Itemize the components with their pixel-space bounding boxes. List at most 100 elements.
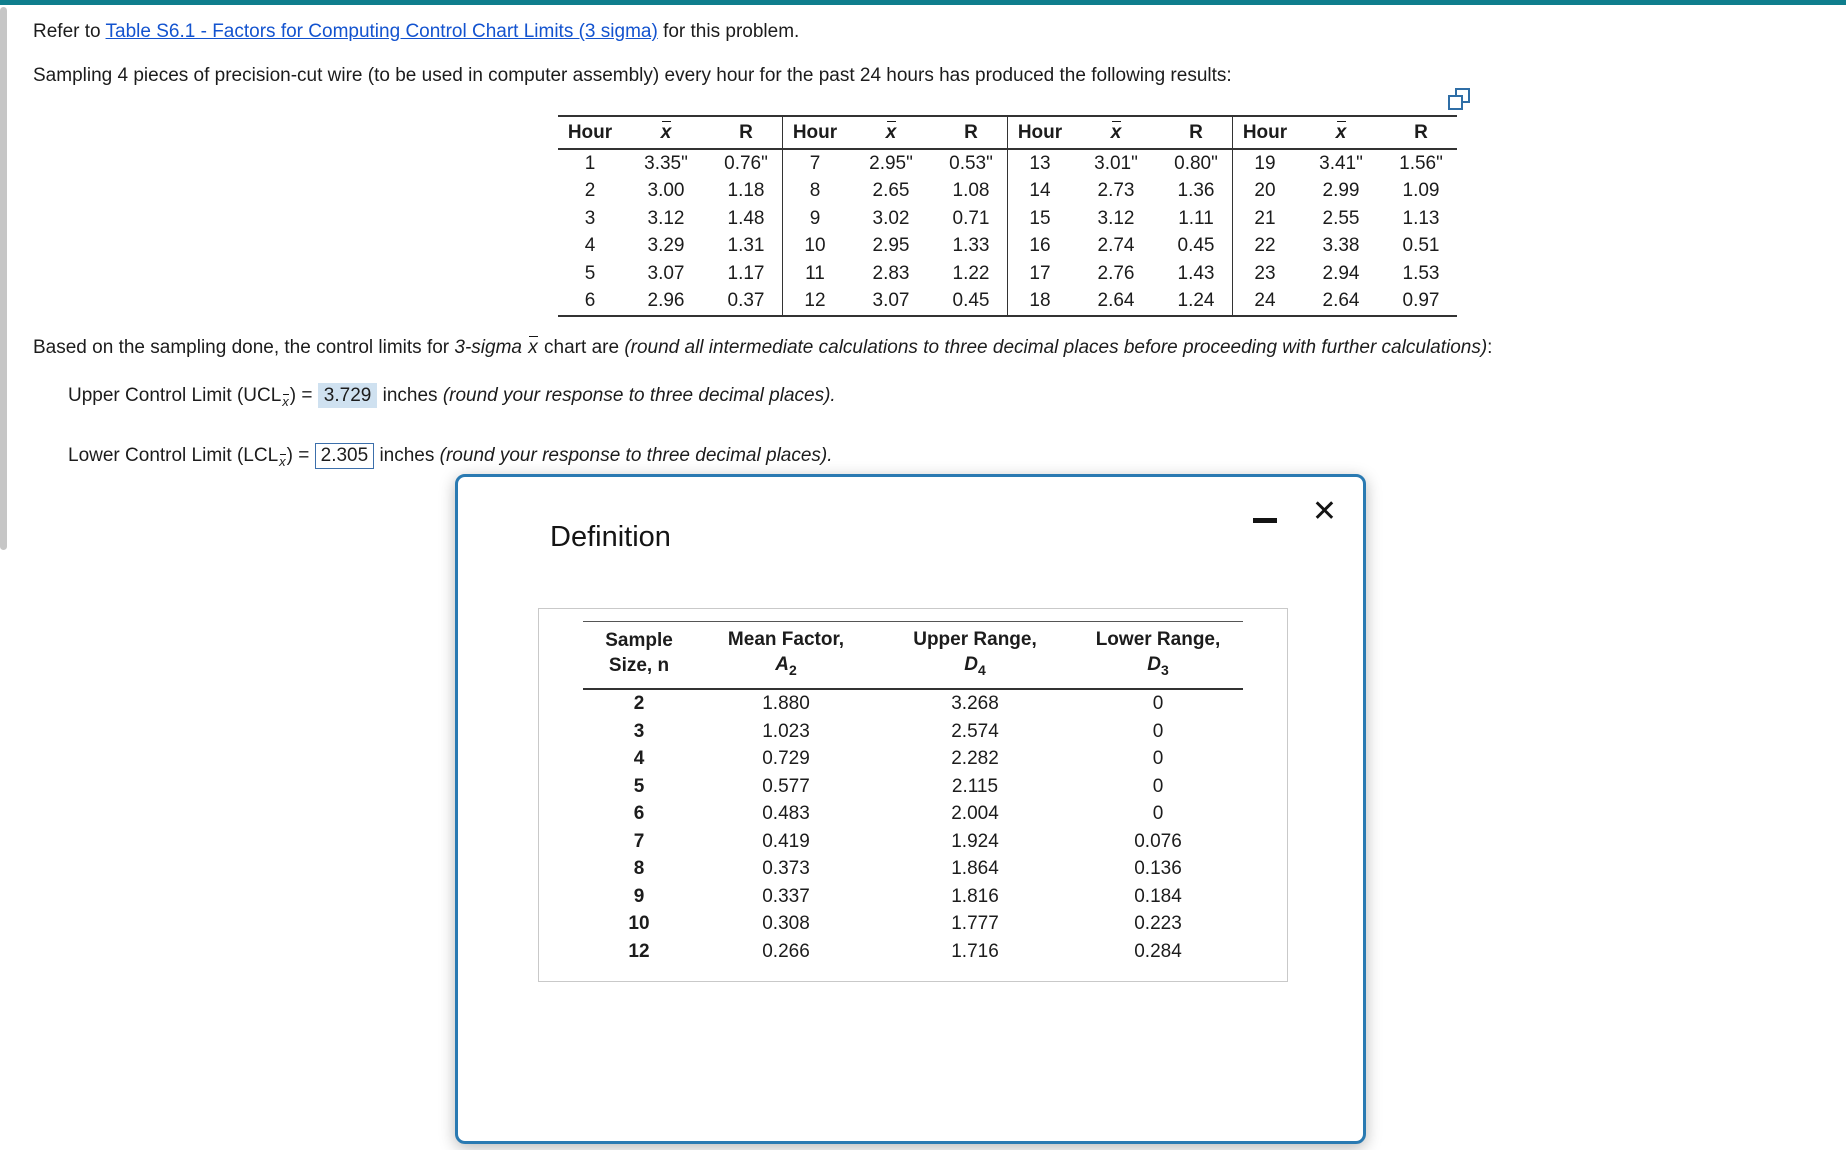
r-cell: 0.53" (949, 152, 993, 174)
minimize-icon (1253, 518, 1277, 523)
hour-cell: 22 (1232, 232, 1297, 260)
xbar-symbol: x (1335, 120, 1347, 143)
hour-cell: 3 (584, 207, 596, 229)
factors-table: Sample Size, n Mean Factor, A2 Upper Range, D… (583, 621, 1243, 965)
factors-row: 10 0.308 1.777 0.223 (583, 910, 1243, 938)
r-cell: 1.11 (1178, 207, 1214, 229)
hour-cell: 24 (1232, 287, 1297, 316)
factors-row: 9 0.337 1.816 0.184 (583, 883, 1243, 911)
factors-cell: 1.864 (951, 858, 999, 880)
hour-cell: 20 (1232, 177, 1297, 205)
factors-row: 3 1.023 2.574 0 (583, 718, 1243, 746)
top-accent-bar (0, 0, 1846, 5)
xbar-cell: 3.29 (647, 235, 685, 257)
r-cell: 1.08 (952, 180, 990, 202)
r-cell: 1.24 (1177, 290, 1215, 312)
factors-cell: 5 (633, 775, 645, 797)
xbar-header: x (847, 116, 935, 149)
xbar-symbol: x (528, 336, 538, 358)
modal-title: Definition (550, 521, 671, 553)
factors-cell: 4 (633, 748, 645, 770)
r-cell: 0.76" (724, 152, 768, 174)
xbar-cell: 3.35" (644, 152, 688, 174)
hour-cell: 18 (1007, 287, 1072, 316)
factors-cell: 1.716 (951, 940, 999, 962)
r-cell: 1.48 (727, 207, 765, 229)
ucl-label: Upper Control Limit (UCL (68, 385, 282, 406)
factors-cell: 0.136 (1134, 858, 1182, 880)
factors-header: Mean Factor, A2 (695, 621, 877, 691)
hour-header: Hour (782, 116, 847, 149)
left-scrollbar[interactable] (0, 7, 7, 550)
results-row: 3 3.12 1.48 9 3.02 0.71 15 3.12 1.11 21 2.55 1.13 (558, 205, 1457, 233)
xbar-cell: 3.01" (1094, 152, 1138, 174)
xbar-header: x (1072, 116, 1160, 149)
results-header-row: Hour x R Hour x R Hour x R Hour x R (558, 116, 1457, 149)
factors-row: 8 0.373 1.864 0.136 (583, 855, 1243, 883)
r-cell: 1.43 (1177, 262, 1215, 284)
xbar-cell: 2.96 (647, 290, 685, 312)
factors-cell: 0.419 (762, 830, 810, 852)
xbar-cell: 2.94 (1322, 262, 1360, 284)
factors-row: 2 1.880 3.268 0 (583, 689, 1243, 718)
factors-cell: 1.777 (951, 913, 999, 935)
xbar-header: x (1297, 116, 1385, 149)
factors-row: 5 0.577 2.115 0 (583, 773, 1243, 801)
xbar-cell: 2.64 (1322, 290, 1360, 312)
window-restore-icon[interactable] (1448, 88, 1470, 110)
r-cell: 0.71 (952, 207, 990, 229)
ucl-round-note: (round your response to three decimal pl… (442, 385, 836, 406)
hour-cell: 8 (782, 177, 847, 205)
lcl-answer-field[interactable]: 2.305 (314, 443, 375, 469)
xbar-cell: 2.73 (1097, 180, 1135, 202)
hour-cell: 6 (584, 290, 596, 312)
factors-cell: 0 (1152, 803, 1164, 825)
r-cell: 0.45 (1177, 235, 1215, 257)
xbar-cell: 3.07 (647, 262, 685, 284)
xbar-cell: 2.55 (1322, 207, 1360, 229)
r-header: R (964, 121, 978, 143)
hour-cell: 15 (1007, 205, 1072, 233)
r-cell: 1.36 (1177, 180, 1215, 202)
xbar-symbol: x (279, 453, 286, 469)
ucl-units: inches (377, 385, 443, 406)
r-cell: 1.31 (727, 235, 765, 257)
hour-cell: 10 (782, 232, 847, 260)
xbar-cell: 2.76 (1097, 262, 1135, 284)
hour-cell: 1 (584, 152, 596, 174)
results-row: 4 3.29 1.31 10 2.95 1.33 16 2.74 0.45 22 3.38 0.51 (558, 232, 1457, 260)
hour-cell: 2 (584, 180, 596, 202)
results-row: 2 3.00 1.18 8 2.65 1.08 14 2.73 1.36 20 2.99 1.09 (558, 177, 1457, 205)
factors-cell: 1.816 (951, 885, 999, 907)
factors-cell: 1.023 (762, 720, 810, 742)
r-cell: 0.97 (1402, 290, 1440, 312)
equals: ) = (289, 385, 318, 406)
xbar-cell: 3.07 (872, 290, 910, 312)
factors-cell: 0.337 (762, 885, 810, 907)
based-line: Based on the sampling done, the control … (33, 336, 1492, 359)
close-button[interactable]: ✕ (1312, 497, 1337, 527)
factors-cell: 0 (1152, 748, 1164, 770)
r-cell: 1.53 (1402, 262, 1440, 284)
hour-cell: 14 (1007, 177, 1072, 205)
factors-cell: 1.924 (951, 830, 999, 852)
factors-cell: 1.880 (762, 693, 810, 715)
factors-row: 12 0.266 1.716 0.284 (583, 938, 1243, 966)
xbar-symbol: x (885, 120, 897, 143)
ucl-answer-field[interactable]: 3.729 (317, 383, 378, 408)
hour-cell: 5 (584, 262, 596, 284)
r-cell: 0.37 (727, 290, 765, 312)
table-s61-link[interactable]: Table S6.1 - Factors for Computing Contr… (105, 21, 658, 42)
xbar-cell: 3.12 (1097, 207, 1135, 229)
based-mid: chart are (538, 337, 625, 358)
xbar-cell: 3.41" (1319, 152, 1363, 174)
factors-cell: 0.483 (762, 803, 810, 825)
factors-cell: 0.577 (762, 775, 810, 797)
hour-cell: 13 (1007, 149, 1072, 178)
hour-cell: 12 (782, 287, 847, 316)
minimize-button[interactable] (1253, 513, 1277, 527)
factors-cell: 2 (633, 693, 645, 715)
r-cell: 1.09 (1402, 180, 1440, 202)
factors-cell: 3.268 (951, 693, 999, 715)
